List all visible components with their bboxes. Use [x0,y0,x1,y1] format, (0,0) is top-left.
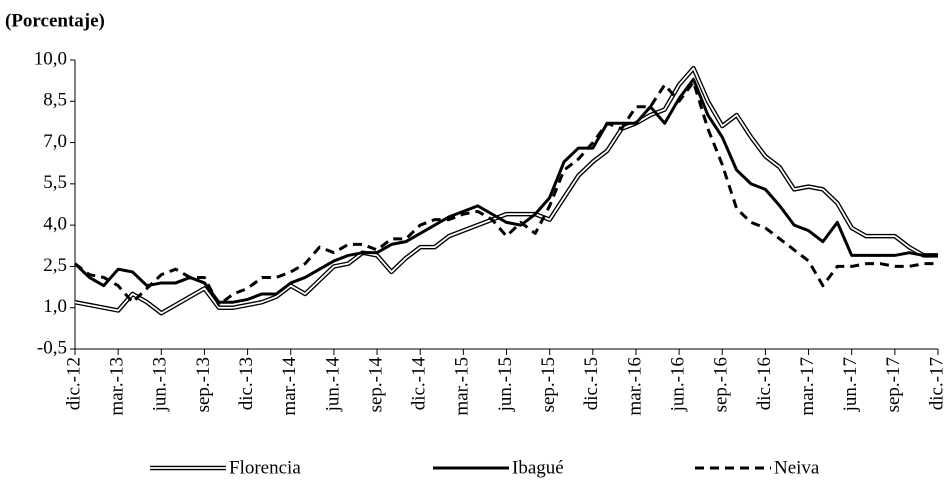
x-tick-label: jun.-13 [150,357,171,412]
legend-label: Ibagué [512,457,564,478]
y-tick-label: 8,5 [43,90,67,111]
x-tick-label: mar.-14 [279,357,300,416]
x-tick-label: sep.-17 [883,357,904,412]
y-tick-label: 7,0 [43,131,67,152]
chart-title: (Porcentaje) [5,10,105,31]
x-tick-label: mar.-16 [624,357,645,416]
y-tick-label: 5,5 [43,172,67,193]
x-tick-label: dic.-17 [926,357,947,410]
y-tick-label: 2,5 [43,255,67,276]
x-tick-label: dic.-15 [581,357,602,410]
x-tick-label: dic.-16 [754,357,775,410]
x-tick-label: dic.-12 [63,357,84,410]
x-tick-label: mar.-13 [107,357,128,416]
y-tick-label: 10,0 [34,48,67,69]
x-tick-label: sep.-16 [711,357,732,412]
y-tick-label: 1,0 [43,296,67,317]
y-tick-label: -0,5 [37,337,67,358]
x-tick-label: mar.-15 [452,357,473,416]
y-tick-label: 4,0 [43,214,67,235]
x-tick-label: jun.-16 [667,357,688,412]
x-tick-label: sep.-14 [365,357,386,413]
legend-label: Neiva [774,457,820,478]
series-line [74,80,938,307]
x-tick-label: jun.-17 [840,357,861,412]
x-tick-label: dic.-13 [236,357,257,410]
legend-label: Florencia [229,457,301,478]
x-tick-label: sep.-15 [538,357,559,412]
x-tick-label: jun.-14 [322,357,343,413]
series-line [73,77,938,304]
x-tick-label: mar.-17 [797,357,818,416]
x-tick-label: sep.-13 [193,357,214,412]
series-line-inner [74,67,938,315]
x-tick-label: jun.-15 [495,357,516,412]
x-tick-label: dic.-14 [409,357,430,411]
